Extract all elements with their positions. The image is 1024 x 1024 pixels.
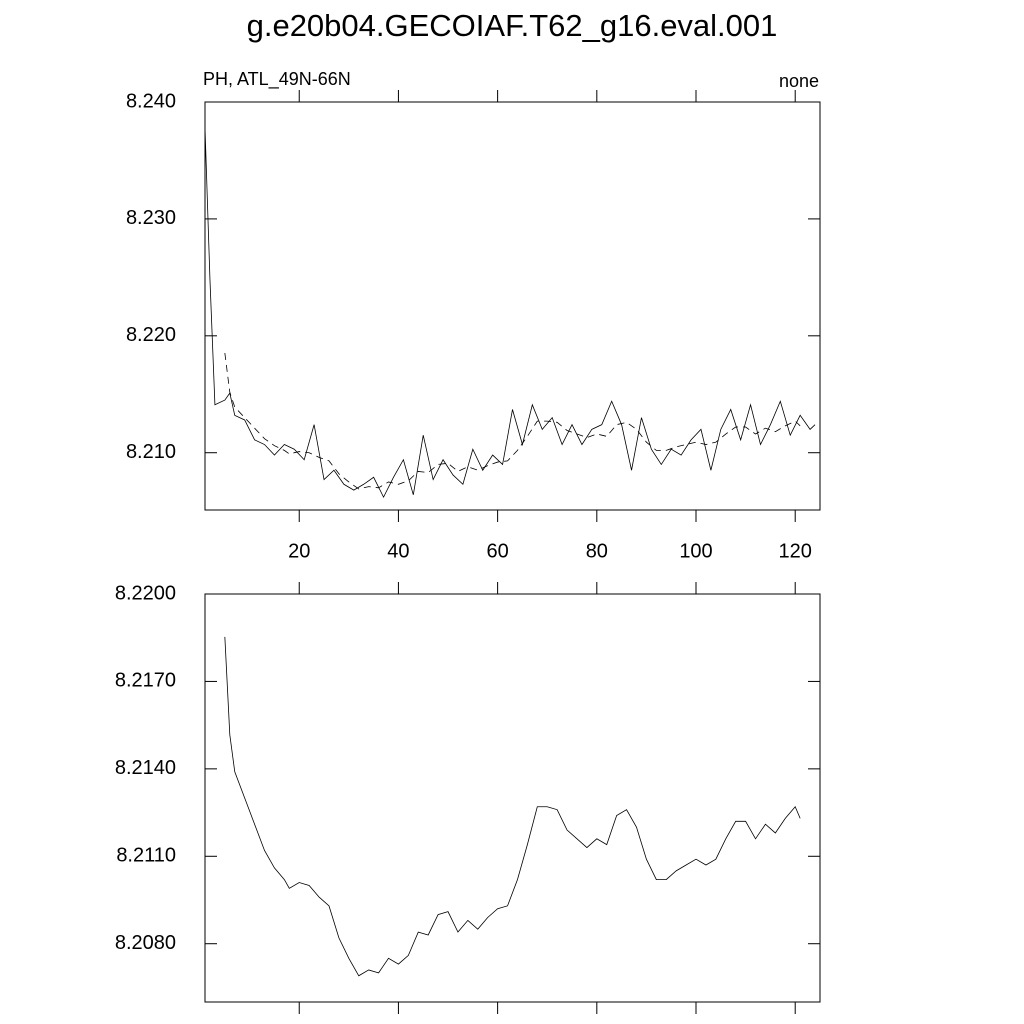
plot-frame bbox=[204, 101, 821, 511]
x-tick-label: 60 bbox=[486, 540, 508, 562]
left-label: PH, ATL_49N-66N bbox=[203, 69, 351, 90]
y-tick-label: 8.2080 bbox=[115, 932, 176, 954]
data-line bbox=[204, 127, 816, 499]
y-tick-label: 8.2140 bbox=[115, 757, 176, 779]
plot-frame bbox=[204, 593, 821, 1003]
right-label: none bbox=[779, 71, 819, 91]
x-tick-label: 80 bbox=[586, 540, 608, 562]
chart-title: g.e20b04.GECOIAF.T62_g16.eval.001 bbox=[247, 8, 778, 43]
data-line bbox=[224, 352, 801, 490]
x-tick-label: 20 bbox=[288, 540, 310, 562]
y-tick-label: 8.220 bbox=[126, 324, 176, 346]
y-tick-label: 8.240 bbox=[126, 90, 176, 112]
y-tick-label: 8.2200 bbox=[115, 582, 176, 604]
x-tick-label: 100 bbox=[679, 540, 712, 562]
y-tick-label: 8.2170 bbox=[115, 670, 176, 692]
data-line bbox=[224, 636, 801, 977]
x-tick-label: 120 bbox=[779, 540, 812, 562]
y-tick-label: 8.230 bbox=[126, 207, 176, 229]
y-tick-label: 8.210 bbox=[126, 441, 176, 463]
y-tick-label: 8.2110 bbox=[116, 845, 176, 867]
x-tick-label: 40 bbox=[387, 540, 409, 562]
